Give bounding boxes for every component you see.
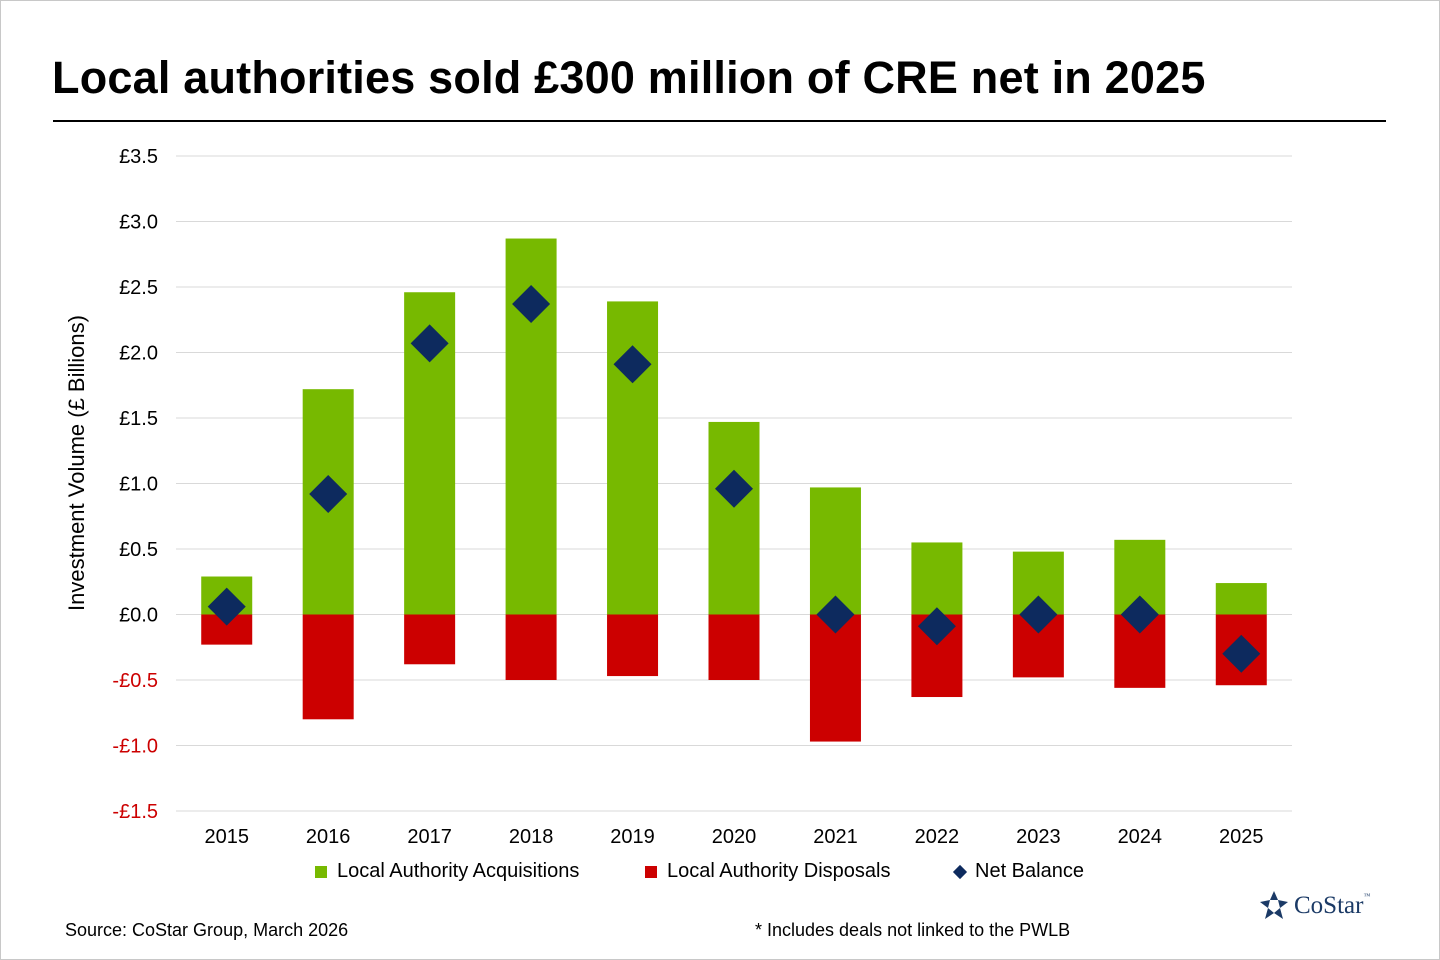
x-tick-label: 2015 xyxy=(204,826,249,848)
title-divider xyxy=(53,120,1386,122)
legend-item-acquisitions: Local Authority Acquisitions xyxy=(315,860,579,883)
y-axis-label: Investment Volume (£ Billions) xyxy=(64,315,89,611)
net-balance-marker xyxy=(917,607,956,646)
bar-disposals xyxy=(708,614,760,680)
y-tick-label: £0.5 xyxy=(119,539,158,561)
bar-acquisitions xyxy=(809,487,861,615)
x-tick-label: 2016 xyxy=(306,826,351,848)
y-tick-label: £1.5 xyxy=(119,408,158,430)
x-tick-label: 2017 xyxy=(407,826,452,848)
y-tick-label: £1.0 xyxy=(119,474,158,496)
net-balance-marker xyxy=(613,345,652,384)
source-note: Source: CoStar Group, March 2026 xyxy=(65,920,349,940)
legend-swatch-disposals xyxy=(645,865,657,878)
bar-disposals xyxy=(505,614,557,680)
x-tick-label: 2024 xyxy=(1118,826,1163,848)
y-tick-labels: £3.5 £3.0 £2.5 £2.0 £1.5 £1.0 £0.5 £0.0 -£0.5 -£1… xyxy=(112,146,158,823)
x-tick-labels: 2015 2016 2017 2018 2019 2020 2021 2022 2023 2024… xyxy=(204,826,1263,848)
net-balance-marker xyxy=(1019,595,1058,634)
bar-acquisitions xyxy=(911,542,963,615)
x-tick-label: 2018 xyxy=(509,826,554,848)
logo-name: CoStar xyxy=(1294,892,1364,919)
legend-diamond-net-balance xyxy=(952,864,968,879)
logo-text: CoStar™ xyxy=(1294,892,1370,920)
bar-disposals xyxy=(302,614,354,720)
costar-logo: CoStar™ xyxy=(1258,890,1370,922)
footnote: * Includes deals not linked to the PWLB xyxy=(755,920,1071,940)
y-tick-label: £3.5 xyxy=(119,146,158,168)
net-balance-markers xyxy=(207,285,1261,673)
logo-trademark: ™ xyxy=(1363,892,1371,900)
bar-disposals xyxy=(809,614,861,742)
costar-star-logo-icon xyxy=(1260,891,1288,919)
y-tick-label: -£1.5 xyxy=(112,801,158,823)
x-tick-label: 2025 xyxy=(1219,826,1264,848)
bar-disposals xyxy=(607,614,659,677)
net-balance-marker xyxy=(207,587,246,626)
y-tick-label: £2.5 xyxy=(119,277,158,299)
y-tick-label: £0.0 xyxy=(119,605,158,627)
bar-acquisitions xyxy=(708,421,760,615)
legend-item-disposals: Local Authority Disposals xyxy=(645,860,890,883)
net-balance-marker xyxy=(512,285,551,324)
y-tick-label: -£0.5 xyxy=(112,670,158,692)
net-balance-marker xyxy=(816,595,855,634)
bar-disposals xyxy=(404,614,456,665)
x-tick-label: 2022 xyxy=(915,826,960,848)
net-balance-marker xyxy=(715,469,753,508)
x-tick-label: 2021 xyxy=(813,826,858,848)
x-tick-label: 2023 xyxy=(1016,826,1061,848)
net-balance-marker xyxy=(1222,634,1261,673)
x-tick-label: 2020 xyxy=(712,826,757,848)
chart-title: Local authorities sold £300 million of C… xyxy=(52,52,1206,103)
legend-swatch-acquisitions xyxy=(315,865,327,878)
legend-label-acquisitions: Local Authority Acquisitions xyxy=(337,860,580,882)
y-tick-label: £3.0 xyxy=(119,212,158,234)
bar-acquisitions xyxy=(1215,583,1267,615)
y-tick-label: £2.0 xyxy=(119,343,158,365)
x-tick-label: 2019 xyxy=(610,826,655,848)
legend-label-disposals: Local Authority Disposals xyxy=(667,860,891,882)
net-balance-marker xyxy=(410,324,449,363)
net-balance-marker xyxy=(309,474,348,513)
legend-item-net-balance: Net Balance xyxy=(952,860,1084,883)
net-balance-marker xyxy=(1120,595,1159,634)
legend-label-net-balance: Net Balance xyxy=(975,860,1084,882)
chart-plot: £3.5 £3.0 £2.5 £2.0 £1.5 £1.0 £0.5 £0.0 -£0.5 -£1… xyxy=(64,146,1292,848)
y-tick-label: -£1.0 xyxy=(112,736,158,758)
